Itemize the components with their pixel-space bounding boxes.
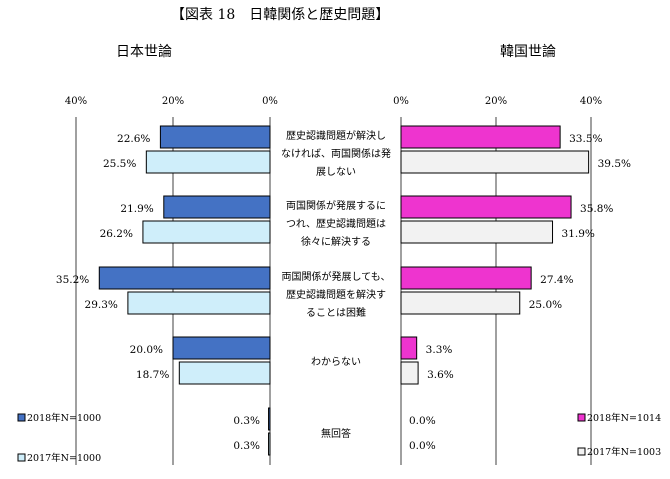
japan-data-label: 0.3% [233, 440, 260, 452]
korea-data-label: 33.5% [569, 133, 602, 145]
japan-data-label: 26.2% [100, 228, 133, 240]
japan-data-label: 21.9% [120, 203, 153, 215]
category-label: なければ、両国関係は発 [281, 147, 391, 160]
japan-data-label: 18.7% [136, 369, 169, 381]
japan-bar-2017 [142, 220, 271, 244]
japan-tick-label: 20% [162, 96, 184, 107]
korea-bar-2018 [400, 125, 561, 149]
legend-japan-2017-swatch [17, 453, 26, 462]
korea-data-label: 3.3% [426, 344, 453, 356]
korea-bar-2018 [400, 336, 418, 360]
korea-tick-label: 20% [485, 96, 507, 107]
japan-bar-2017 [268, 432, 271, 456]
korea-data-label: 3.6% [427, 369, 454, 381]
japan-bar-2018 [98, 266, 271, 290]
korea-bar-2017 [400, 291, 521, 315]
category-label: ることは困難 [306, 306, 366, 319]
korea-bar-2017 [400, 150, 590, 174]
korea-bar-2017 [400, 220, 554, 244]
korea-bar-2018 [400, 266, 532, 290]
legend-korea-2017-swatch [577, 447, 586, 456]
korea-chart-title: 韓国世論 [500, 44, 556, 60]
category-label: 両国関係が発展しても、 [282, 270, 391, 283]
japan-data-label: 0.3% [233, 415, 260, 427]
category-label: 無回答 [321, 427, 351, 440]
korea-bar-2017 [400, 361, 419, 385]
category-label: 両国関係が発展するに [286, 199, 386, 212]
legend-korea-2018-swatch [577, 413, 586, 422]
legend-japan-2017-label: 2017年N=1000 [27, 452, 101, 464]
japan-bar-2017 [127, 291, 271, 315]
japan-data-label: 22.6% [117, 133, 150, 145]
page-title: 【図表 18 日韓関係と歴史問題】 [171, 7, 390, 23]
japan-data-label: 20.0% [130, 344, 163, 356]
legend-japan-2018-label: 2018年N=1000 [27, 412, 101, 424]
korea-tick-label: 40% [580, 96, 602, 107]
japan-bar-2017 [145, 150, 271, 174]
japan-bar-2018 [268, 407, 271, 431]
japan-bar-2017 [178, 361, 271, 385]
korea-data-label: 0.0% [409, 440, 436, 452]
category-label: 歴史認識問題を解決す [286, 288, 386, 301]
legend-korea-2017-label: 2017年N=1003 [587, 446, 661, 458]
category-label: 展しない [316, 166, 356, 178]
japan-bar-2018 [172, 336, 271, 360]
japan-data-label: 29.3% [85, 299, 118, 311]
category-label: つれ、歴史認識問題は [286, 217, 386, 230]
japan-chart-title: 日本世論 [116, 44, 172, 60]
legend-korea-2018-label: 2018年N=1014 [587, 412, 661, 424]
japan-bar-2018 [163, 195, 271, 219]
korea-data-label: 27.4% [540, 274, 573, 286]
korea-tick-label: 0% [393, 96, 409, 107]
japan-tick-label: 40% [65, 96, 87, 107]
japan-tick-label: 0% [262, 96, 278, 107]
category-label: 歴史認識問題が解決し [286, 129, 386, 142]
korea-data-label: 0.0% [409, 415, 436, 427]
korea-data-label: 31.9% [562, 228, 595, 240]
japan-data-label: 25.5% [103, 158, 136, 170]
korea-data-label: 25.0% [529, 299, 562, 311]
category-label: 徐々に解決する [301, 235, 371, 248]
korea-data-label: 39.5% [598, 158, 631, 170]
category-label: わからない [311, 356, 361, 368]
japan-data-label: 35.2% [56, 274, 89, 286]
legend-japan-2018-swatch [17, 413, 26, 422]
korea-bar-2018 [400, 195, 572, 219]
japan-bar-2018 [159, 125, 271, 149]
korea-data-label: 35.8% [580, 203, 613, 215]
